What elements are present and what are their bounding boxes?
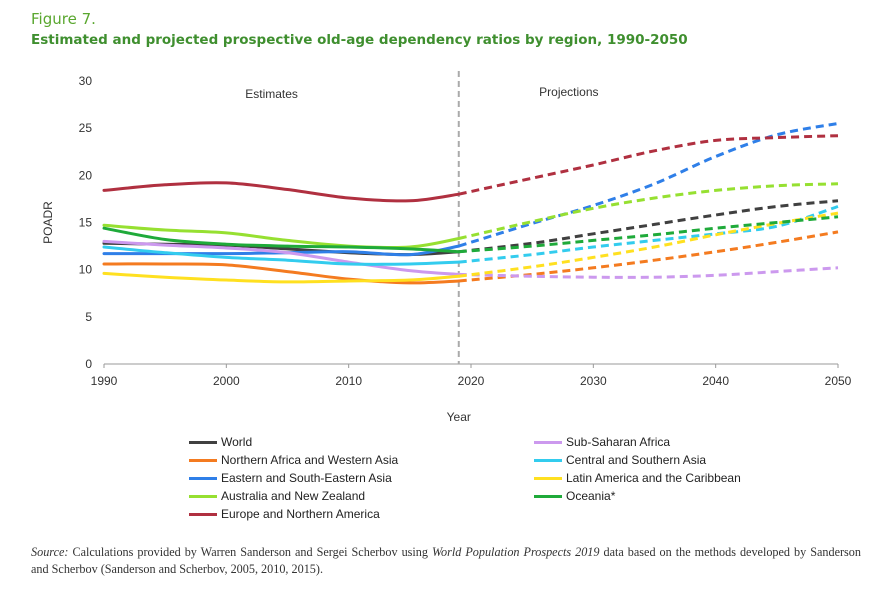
source-text: Calculations provided by Warren Sanderso… [68, 545, 432, 559]
y-tick-label: 0 [85, 357, 92, 371]
series-line-oceania-projections [458, 215, 839, 254]
series-line-australia-and-new-zealand-estimates [102, 223, 461, 250]
legend-label: Australia and New Zealand [221, 489, 366, 503]
legend-swatch [189, 440, 217, 444]
legend-item: Latin America and the Caribbean [534, 470, 809, 486]
legend-item: Europe and Northern America [189, 506, 534, 522]
series-line-oceania-estimates [102, 226, 461, 254]
y-tick-label: 25 [79, 121, 93, 135]
x-tick-label: 1990 [91, 374, 118, 388]
line-chart: 0 5 10 15 20 25 30 1990 2000 2010 2020 2030 2040 205… [41, 71, 852, 424]
x-axis-label: Year [447, 410, 471, 424]
series-line-central-and-southern-asia-estimates [102, 245, 461, 266]
legend-label: Northern Africa and Western Asia [221, 453, 399, 467]
legend-item: Oceania* [534, 488, 809, 504]
source-italic: World Population Prospects 2019 [431, 545, 600, 559]
legend-label: World [221, 435, 253, 449]
legend-label: Central and Southern Asia [566, 453, 707, 467]
x-tick-label: 2050 [825, 374, 852, 388]
legend-label: Oceania* [566, 489, 616, 503]
series-line-world-projections [458, 199, 839, 254]
legend-swatch [534, 458, 562, 462]
series-line-australia-and-new-zealand-projections [458, 182, 839, 240]
x-axis: 1990 2000 2010 2020 2030 2040 2050 [91, 364, 852, 388]
source-note: Source: Calculations provided by Warren … [31, 544, 861, 578]
series-line-sub-saharan-africa-projections [458, 266, 839, 279]
legend-swatch [189, 458, 217, 462]
estimates-annotation: Estimates [245, 87, 298, 101]
legend-swatch [189, 476, 217, 480]
x-tick-label: 2010 [335, 374, 362, 388]
legend-swatch [189, 512, 217, 516]
y-tick-label: 5 [85, 310, 92, 324]
legend: World Sub-Saharan Africa Northern Africa… [189, 434, 809, 522]
legend-item: Eastern and South-Eastern Asia [189, 470, 534, 486]
y-tick-label: 10 [79, 263, 93, 277]
y-axis: 0 5 10 15 20 25 30 [79, 74, 93, 371]
source-prefix: Source: [31, 545, 69, 559]
y-tick-label: 30 [79, 74, 93, 88]
series-line-sub-saharan-africa-estimates [102, 239, 461, 276]
legend-swatch [534, 440, 562, 444]
series-line-latin-america-and-the-caribbean-estimates [102, 271, 461, 284]
legend-label: Sub-Saharan Africa [566, 435, 671, 449]
series-line-central-and-southern-asia-projections [458, 205, 839, 264]
legend-swatch [534, 476, 562, 480]
projections-annotation: Projections [539, 85, 598, 99]
legend-label: Latin America and the Caribbean [566, 471, 741, 485]
source-text-2: data based on the methods developed by S… [31, 545, 861, 576]
figure-label: Figure 7. [31, 10, 96, 28]
legend-item: World [189, 434, 534, 450]
series-line-latin-america-and-the-caribbean-projections [458, 211, 839, 278]
series-line-northern-africa-and-western-asia-estimates [102, 262, 461, 285]
x-tick-label: 2020 [458, 374, 485, 388]
legend-item: Australia and New Zealand [189, 488, 534, 504]
series-lines [102, 122, 839, 285]
x-tick-label: 2030 [580, 374, 607, 388]
legend-swatch [189, 494, 217, 498]
x-tick-label: 2040 [702, 374, 729, 388]
x-tick-label: 2000 [213, 374, 240, 388]
legend-swatch [534, 494, 562, 498]
series-line-northern-africa-and-western-asia-projections [458, 230, 839, 283]
y-tick-label: 20 [79, 168, 93, 182]
figure-title: Estimated and projected prospective old-… [31, 32, 688, 48]
y-axis-label: POADR [41, 201, 55, 244]
legend-item: Northern Africa and Western Asia [189, 452, 534, 468]
series-line-europe-and-northern-america-estimates [102, 181, 461, 203]
legend-item: Central and Southern Asia [534, 452, 809, 468]
legend-item: Sub-Saharan Africa [534, 434, 809, 450]
series-line-europe-and-northern-america-projections [458, 134, 839, 196]
y-tick-label: 15 [79, 216, 93, 230]
legend-label: Eastern and South-Eastern Asia [221, 471, 392, 485]
legend-label: Europe and Northern America [221, 507, 380, 521]
